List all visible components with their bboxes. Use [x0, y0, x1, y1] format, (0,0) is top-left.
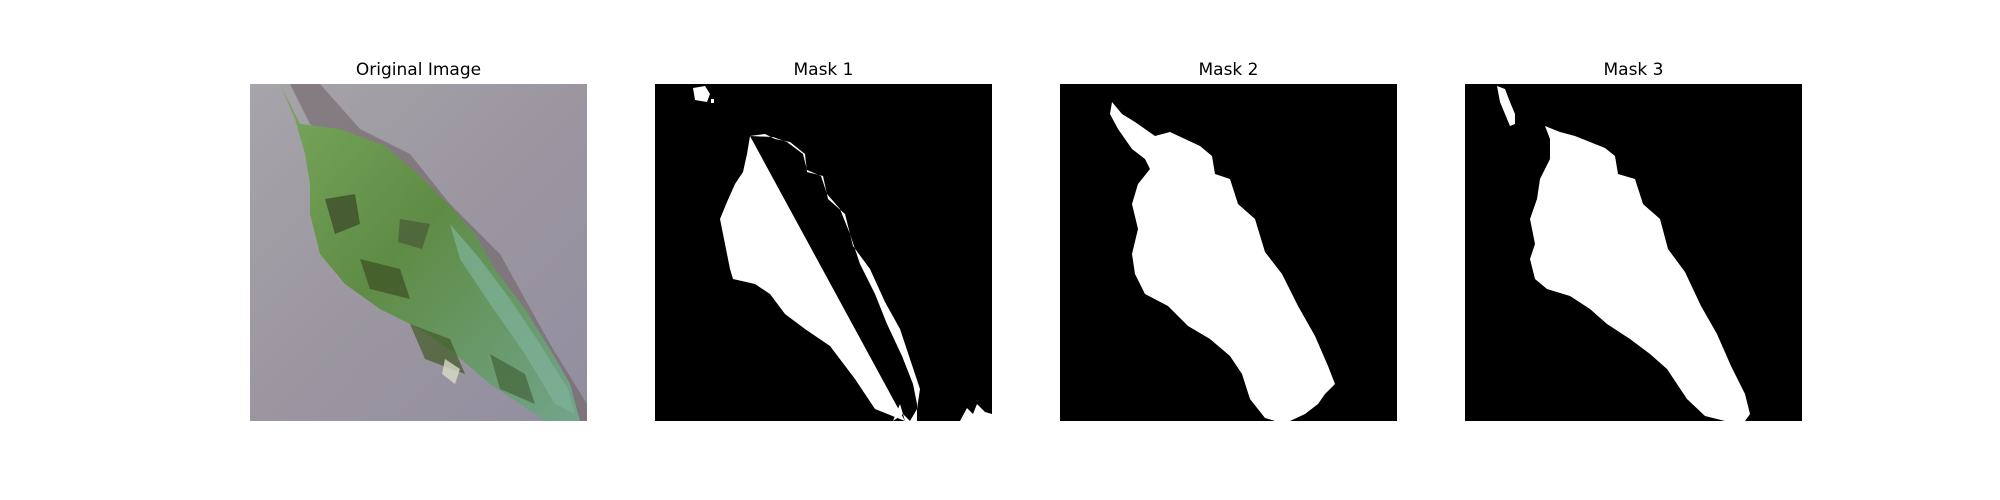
mask-region [1110, 102, 1335, 421]
panel-title-mask-1: Mask 1 [793, 60, 854, 80]
mask-fragment [693, 86, 710, 102]
leaf-highlight [442, 359, 460, 384]
mask-region [720, 134, 920, 421]
mask-3 [1465, 84, 1802, 421]
mask-region [1530, 126, 1750, 421]
leaf-dark-patch [410, 324, 465, 374]
leaf-dark-patch [398, 219, 430, 249]
mask-fragment [960, 404, 992, 421]
mask-fragment [711, 99, 714, 103]
leaf-teal-edge [450, 224, 575, 414]
mask-1-image [655, 84, 992, 421]
mask-3-image [1465, 84, 1802, 421]
leaf-dark-patch [360, 259, 410, 299]
leaf-body [280, 84, 580, 421]
panel-title-mask-2: Mask 2 [1198, 60, 1259, 80]
original-image [250, 84, 587, 421]
panel-title-mask-3: Mask 3 [1603, 60, 1664, 80]
mask-fragment [1497, 86, 1515, 126]
mask-2-image [1060, 84, 1397, 421]
leaf-dark-patch [490, 354, 535, 404]
mask-background [655, 84, 992, 421]
leaf-photo [250, 84, 587, 421]
panel-title-original-image: Original Image [355, 60, 482, 80]
mask-1 [655, 84, 992, 421]
leaf-dark-patch [325, 194, 360, 234]
mask-2 [1060, 84, 1397, 421]
